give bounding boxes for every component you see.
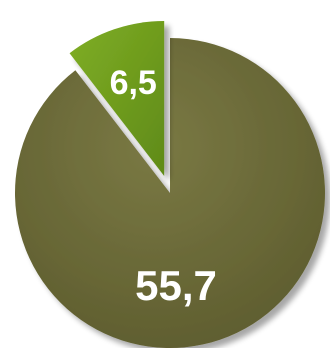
pie-slice-label-0: 55,7: [135, 262, 217, 309]
pie-slice-label-1: 6,5: [110, 64, 157, 102]
pie-slice-1: [69, 20, 165, 176]
pie-labels: 55,7 6,5: [110, 64, 217, 309]
pie-slice-0: [14, 38, 325, 348]
pie-slices: [14, 20, 325, 348]
